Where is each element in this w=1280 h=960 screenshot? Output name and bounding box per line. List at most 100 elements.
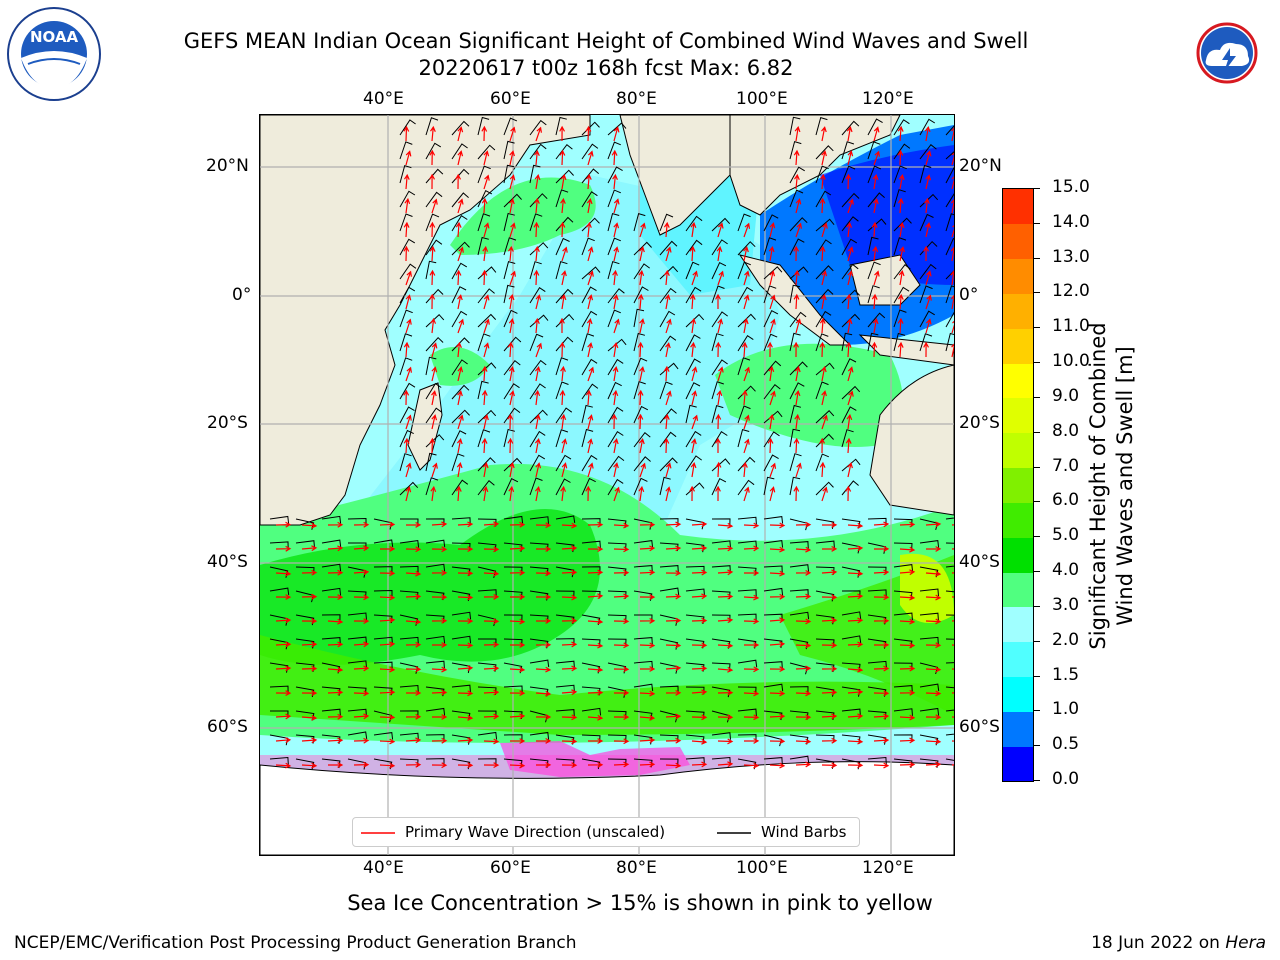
wave-direction-arrow [353, 618, 370, 625]
wave-direction-arrow [457, 570, 474, 577]
wind-barb [763, 476, 775, 496]
wave-direction-arrow [560, 365, 566, 382]
wind-barb [503, 193, 522, 208]
wave-direction-arrow [457, 294, 463, 310]
wind-barb [919, 588, 939, 597]
wave-direction-arrow [561, 270, 567, 286]
wind-barb [451, 453, 465, 472]
wind-barb [555, 407, 573, 424]
wave-direction-arrow [769, 462, 777, 478]
wave-direction-arrow [743, 690, 760, 697]
wave-direction-arrow [405, 713, 422, 720]
wind-barb [659, 587, 680, 596]
wind-barb [633, 456, 651, 472]
wind-barb [373, 732, 394, 740]
wind-barb [867, 312, 886, 328]
wave-direction-arrow [717, 642, 734, 649]
wind-barb [477, 380, 489, 400]
wave-direction-arrow [847, 738, 864, 745]
wind-barb [607, 338, 627, 352]
wave-direction-arrow [353, 737, 370, 744]
wave-direction-arrow [925, 642, 942, 649]
wind-barb [945, 151, 954, 160]
wave-direction-arrow [925, 546, 942, 552]
wind-barb [425, 142, 442, 160]
wave-direction-arrow [328, 762, 344, 768]
wind-barb [529, 383, 546, 400]
wind-barb [607, 260, 620, 280]
wind-barb [555, 454, 572, 472]
wave-direction-arrow [431, 414, 438, 430]
wind-barb [581, 383, 599, 400]
wind-barb [269, 541, 289, 549]
wind-barb [503, 407, 521, 424]
wind-barb [763, 410, 783, 424]
colorbar-segment [1003, 189, 1033, 225]
wind-barb [789, 564, 810, 572]
colorbar-tick-mark [1034, 466, 1040, 468]
wind-barb [737, 428, 750, 448]
wave-direction-arrow [483, 665, 500, 672]
wave-direction-arrow [717, 569, 734, 576]
wind-barb [789, 453, 802, 472]
wave-direction-arrow [715, 461, 722, 478]
wave-direction-arrow [769, 593, 786, 600]
colorbar-label-line-2: Wind Waves and Swell [m] [1113, 346, 1137, 626]
wind-barb [633, 477, 648, 496]
wind-barb [581, 614, 601, 626]
wave-direction-arrow [405, 150, 412, 166]
wind-barb [425, 260, 437, 280]
colorbar-segment [1003, 223, 1033, 260]
wave-direction-arrow [535, 126, 542, 142]
lat-label-left: 20°N [206, 156, 249, 176]
wind-barb [399, 481, 419, 496]
wind-barb [685, 313, 705, 328]
wind-barb [841, 635, 862, 643]
wave-direction-arrow [743, 438, 750, 454]
wave-direction-arrow [585, 389, 592, 406]
wave-direction-arrow [535, 641, 552, 648]
wind-barb [399, 453, 412, 472]
wave-direction-arrow [301, 522, 318, 529]
wind-barb [685, 757, 705, 765]
wind-barb [685, 358, 701, 376]
wave-direction-arrow [794, 389, 801, 406]
wave-direction-arrow [768, 413, 775, 430]
wave-direction-arrow [794, 125, 801, 142]
wave-direction-arrow [925, 594, 942, 601]
wind-barb [477, 429, 491, 448]
wave-direction-arrow [665, 486, 672, 502]
wave-field-madagascar [430, 347, 490, 386]
wave-direction-arrow [665, 737, 682, 744]
wave-direction-arrow [535, 737, 552, 744]
wave-direction-arrow [457, 366, 464, 382]
wave-direction-arrow [327, 594, 344, 601]
wind-barb [425, 477, 439, 496]
wave-direction-arrow [455, 485, 462, 502]
wave-direction-arrow [951, 343, 954, 358]
wave-direction-arrow [639, 462, 646, 478]
wind-barb [945, 213, 954, 232]
wave-direction-arrow [613, 738, 630, 745]
wave-direction-arrow [403, 341, 410, 358]
wave-direction-arrow [301, 545, 318, 552]
wave-direction-arrow [482, 245, 489, 262]
wind-barb [659, 758, 679, 767]
wind-barb [503, 309, 518, 328]
wave-direction-arrow [821, 594, 838, 601]
lon-label-bottom: 100°E [736, 858, 788, 878]
wind-barb [789, 382, 805, 400]
wind-barb [893, 309, 907, 328]
wave-direction-arrow [873, 150, 880, 166]
colorbar-label-line-1: Significant Height of Combined [1086, 322, 1110, 650]
wind-barb [711, 239, 728, 256]
wave-direction-arrow [508, 365, 515, 382]
wave-direction-arrow [534, 197, 540, 214]
wave-direction-arrow [665, 570, 682, 577]
wave-direction-arrow [691, 569, 708, 576]
lon-label-top: 80°E [616, 89, 657, 109]
wave-direction-arrow [403, 437, 410, 454]
wave-direction-arrow [483, 294, 490, 310]
wave-direction-arrow [639, 594, 656, 601]
wind-barb [763, 431, 780, 448]
